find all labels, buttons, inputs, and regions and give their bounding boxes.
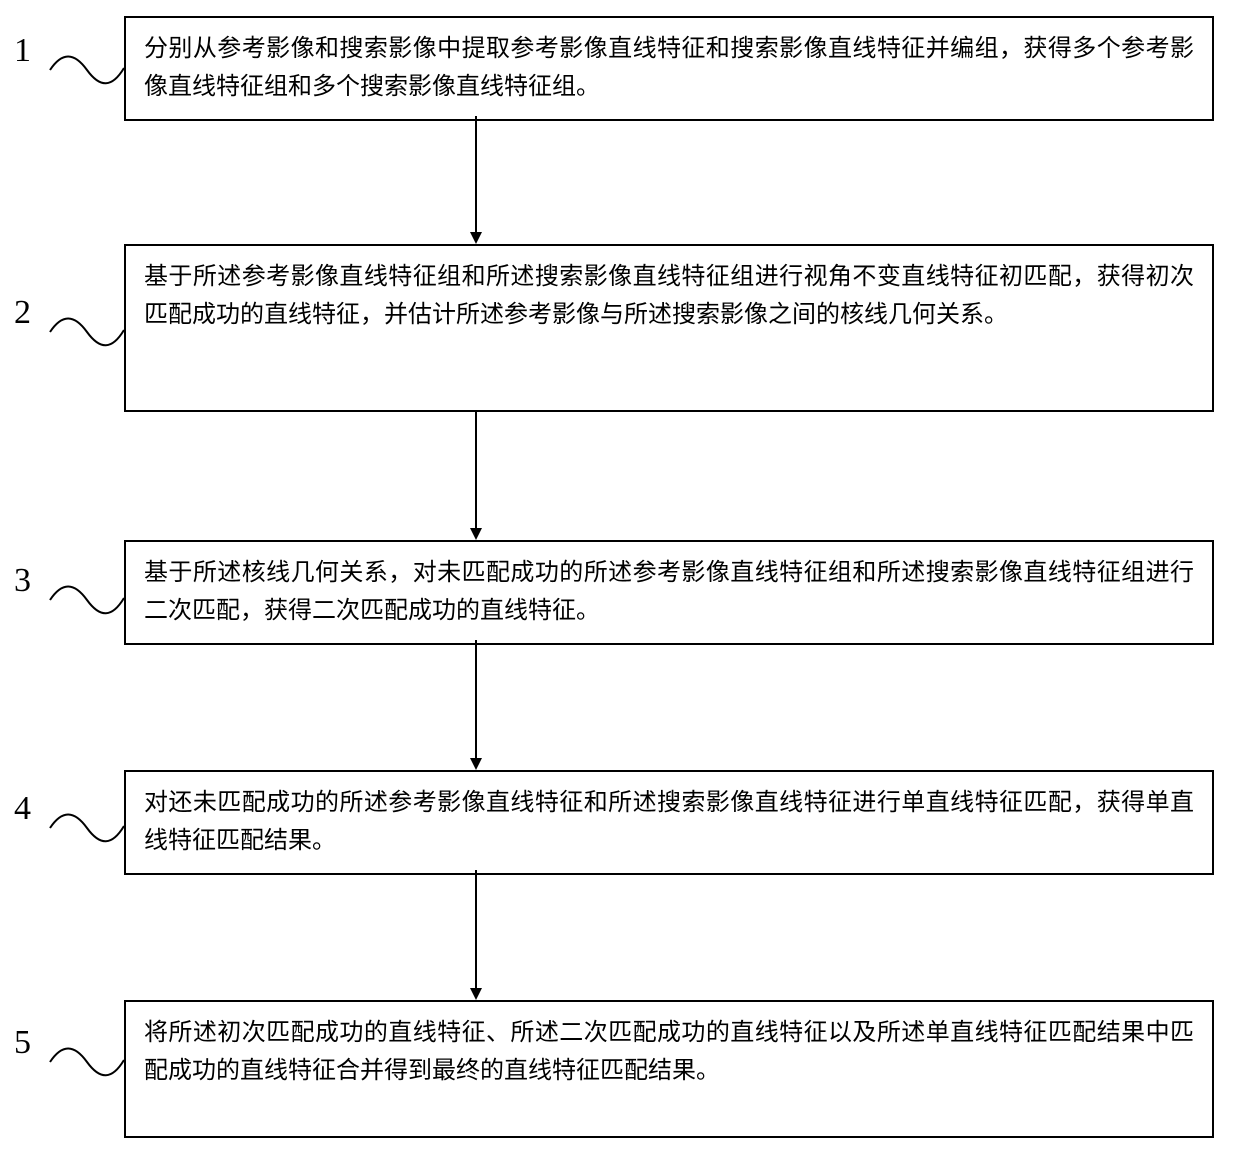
step-box-3: 基于所述核线几何关系，对未匹配成功的所述参考影像直线特征组和所述搜索影像直线特征… <box>124 540 1214 645</box>
flowchart-container: 1 分别从参考影像和搜索影像中提取参考影像直线特征和搜索影像直线特征并编组，获得多… <box>0 0 1240 1156</box>
step-number-5: 5 <box>14 1024 31 1062</box>
step-text-3: 基于所述核线几何关系，对未匹配成功的所述参考影像直线特征组和所述搜索影像直线特征… <box>144 554 1194 631</box>
step-box-5: 将所述初次匹配成功的直线特征、所述二次匹配成功的直线特征以及所述单直线特征匹配结… <box>124 1000 1214 1138</box>
step-number-2: 2 <box>14 294 31 332</box>
step-box-2: 基于所述参考影像直线特征组和所述搜索影像直线特征组进行视角不变直线特征初匹配，获… <box>124 244 1214 412</box>
step-number-1: 1 <box>14 32 31 70</box>
step-number-3: 3 <box>14 562 31 600</box>
arrow-4 <box>464 870 488 1002</box>
step-text-2: 基于所述参考影像直线特征组和所述搜索影像直线特征组进行视角不变直线特征初匹配，获… <box>144 258 1194 335</box>
step-text-1: 分别从参考影像和搜索影像中提取参考影像直线特征和搜索影像直线特征并编组，获得多个… <box>144 30 1194 107</box>
step-box-1: 分别从参考影像和搜索影像中提取参考影像直线特征和搜索影像直线特征并编组，获得多个… <box>124 16 1214 121</box>
arrow-3 <box>464 640 488 772</box>
step-text-5: 将所述初次匹配成功的直线特征、所述二次匹配成功的直线特征以及所述单直线特征匹配结… <box>144 1014 1194 1091</box>
step-box-4: 对还未匹配成功的所述参考影像直线特征和所述搜索影像直线特征进行单直线特征匹配，获… <box>124 770 1214 875</box>
step-text-4: 对还未匹配成功的所述参考影像直线特征和所述搜索影像直线特征进行单直线特征匹配，获… <box>144 784 1194 861</box>
step-number-4: 4 <box>14 790 31 828</box>
arrow-2 <box>464 412 488 542</box>
arrow-1 <box>464 116 488 246</box>
